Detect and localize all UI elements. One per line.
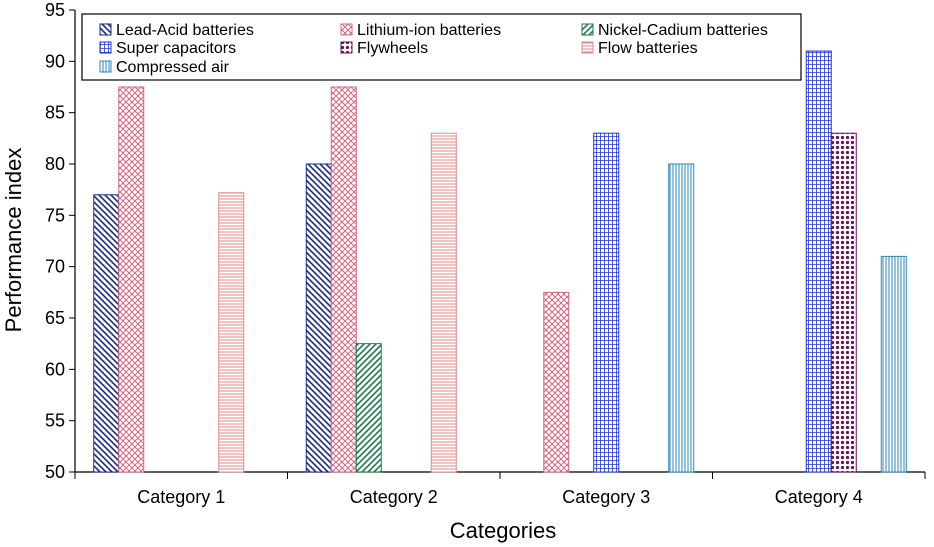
legend-label: Flow batteries — [598, 40, 698, 57]
legend: Lead-Acid batteries Lithium-ion batteries… — [81, 13, 802, 81]
bar — [118, 86, 145, 473]
x-tick-label: Category 4 — [775, 487, 863, 507]
bars — [93, 50, 907, 473]
x-axis-title: Categories — [450, 518, 556, 543]
y-tick-label: 90 — [45, 51, 65, 71]
legend-swatch — [99, 60, 112, 73]
bar — [880, 255, 907, 473]
x-tick-label: Category 1 — [137, 487, 225, 507]
legend-label: Lead-Acid batteries — [116, 22, 254, 39]
axis-labels: Performance index Categories — [1, 148, 556, 543]
y-axis-title: Performance index — [1, 148, 26, 333]
bar — [668, 163, 695, 473]
legend-swatch — [99, 23, 112, 36]
bar — [218, 192, 245, 473]
bar — [305, 163, 332, 473]
x-tick-label: Category 2 — [350, 487, 438, 507]
legend-label: Super capacitors — [116, 40, 236, 57]
legend-swatch — [99, 41, 112, 54]
legend-label: Compressed air — [116, 59, 230, 76]
y-tick-label: 85 — [45, 103, 65, 123]
legend-label: Nickel-Cadium batteries — [598, 22, 768, 39]
bar — [543, 291, 570, 473]
bar — [330, 86, 357, 473]
bar — [805, 50, 832, 473]
y-tick-label: 80 — [45, 154, 65, 174]
bar — [93, 194, 120, 473]
bar — [593, 132, 620, 473]
bar — [830, 132, 857, 473]
legend-swatch — [340, 23, 353, 36]
y-tick-label: 95 — [45, 0, 65, 20]
y-tick-label: 65 — [45, 308, 65, 328]
y-tick-label: 50 — [45, 462, 65, 482]
legend-swatch — [340, 41, 353, 54]
bar — [430, 132, 457, 473]
x-tick-label: Category 3 — [562, 487, 650, 507]
y-tick-label: 55 — [45, 411, 65, 431]
legend-label: Lithium-ion batteries — [357, 22, 501, 39]
y-tick-label: 70 — [45, 257, 65, 277]
legend-box — [81, 13, 802, 81]
y-tick-label: 60 — [45, 359, 65, 379]
axes: 50 55 60 65 70 75 80 85 90 95 Category 1 Category 2… — [45, 0, 926, 507]
bar — [355, 343, 382, 473]
legend-label: Flywheels — [357, 40, 428, 57]
legend-swatch — [581, 23, 594, 36]
legend-swatch — [581, 41, 594, 54]
y-tick-label: 75 — [45, 205, 65, 225]
